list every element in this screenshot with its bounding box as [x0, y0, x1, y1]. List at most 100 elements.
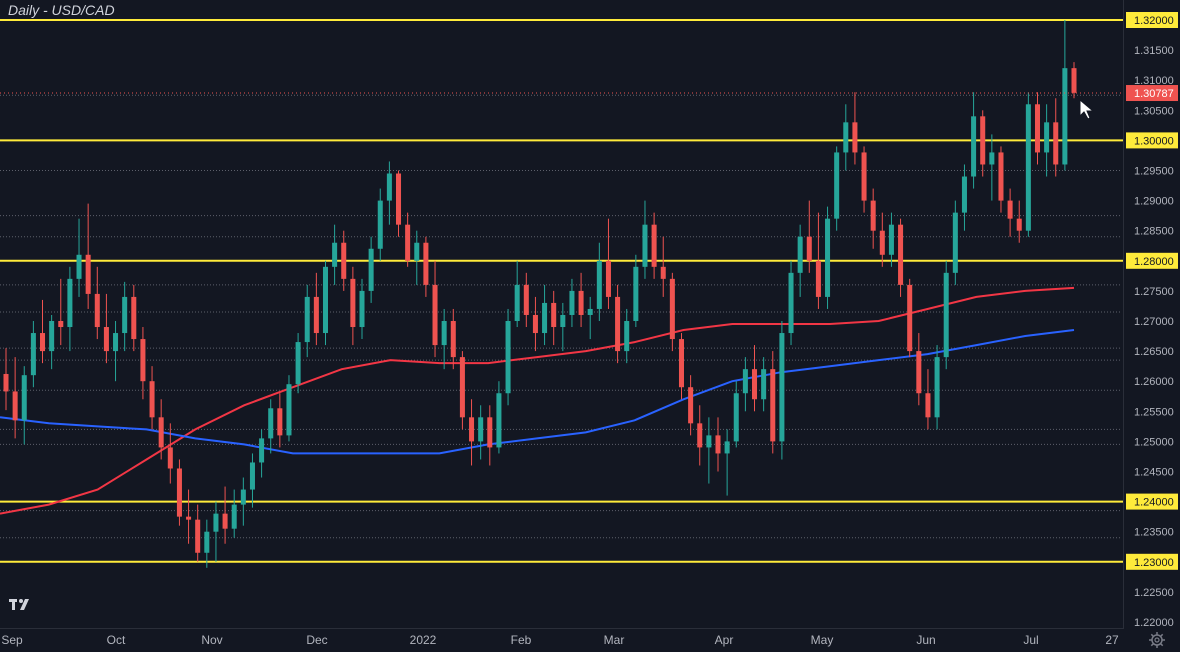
- candle-body[interactable]: [478, 417, 484, 442]
- candle[interactable]: [1025, 92, 1031, 237]
- candle[interactable]: [76, 218, 82, 297]
- candle[interactable]: [158, 399, 164, 460]
- candle-body[interactable]: [843, 122, 849, 153]
- candle-body[interactable]: [752, 369, 758, 400]
- candle[interactable]: [742, 357, 748, 412]
- candle[interactable]: [231, 489, 237, 538]
- candle[interactable]: [450, 308, 456, 370]
- candle[interactable]: [295, 333, 301, 394]
- time-tick-label[interactable]: Oct: [107, 633, 126, 647]
- candle[interactable]: [1062, 20, 1068, 171]
- candle-body[interactable]: [167, 447, 173, 469]
- price-tick-label[interactable]: 1.29500: [1134, 166, 1174, 178]
- candle-body[interactable]: [1016, 218, 1022, 231]
- candle-body[interactable]: [1053, 122, 1059, 165]
- candle-body[interactable]: [103, 327, 109, 352]
- candle-body[interactable]: [213, 513, 219, 532]
- candle[interactable]: [213, 501, 219, 562]
- candle-body[interactable]: [907, 284, 913, 352]
- candle[interactable]: [706, 417, 712, 484]
- candle[interactable]: [3, 348, 9, 411]
- candle[interactable]: [806, 200, 812, 273]
- candle[interactable]: [523, 272, 529, 328]
- candle-body[interactable]: [113, 333, 119, 352]
- time-tick-label[interactable]: Feb: [511, 633, 532, 647]
- candle[interactable]: [1044, 104, 1050, 177]
- candle[interactable]: [1016, 200, 1022, 243]
- price-tick-label[interactable]: 1.25000: [1134, 436, 1174, 448]
- candle-body[interactable]: [605, 260, 611, 297]
- candle[interactable]: [341, 230, 347, 291]
- candle-body[interactable]: [222, 513, 228, 529]
- price-tick-label[interactable]: 1.22000: [1134, 617, 1174, 629]
- tradingview-logo-icon[interactable]: [8, 595, 38, 617]
- candle[interactable]: [952, 200, 958, 285]
- candle[interactable]: [761, 357, 767, 412]
- candle[interactable]: [1007, 188, 1013, 237]
- candle-body[interactable]: [240, 489, 246, 505]
- candle-body[interactable]: [870, 200, 876, 231]
- candle[interactable]: [313, 272, 319, 346]
- candle-body[interactable]: [596, 260, 602, 309]
- candle-body[interactable]: [304, 296, 310, 343]
- candle-body[interactable]: [3, 373, 9, 392]
- candle[interactable]: [980, 110, 986, 177]
- candle-body[interactable]: [441, 321, 447, 346]
- candle-body[interactable]: [615, 296, 621, 352]
- candle[interactable]: [870, 188, 876, 249]
- candle[interactable]: [797, 224, 803, 297]
- candle-body[interactable]: [496, 393, 502, 448]
- candle-body[interactable]: [971, 116, 977, 177]
- candle-body[interactable]: [715, 435, 721, 454]
- candle[interactable]: [414, 230, 420, 285]
- candle-body[interactable]: [122, 296, 128, 334]
- time-tick-label[interactable]: 27: [1105, 633, 1119, 647]
- candle[interactable]: [852, 92, 858, 165]
- candle-body[interactable]: [21, 375, 27, 421]
- price-tick-label[interactable]: 1.26000: [1134, 376, 1174, 388]
- candle-body[interactable]: [12, 391, 18, 421]
- candle-body[interactable]: [396, 173, 402, 225]
- candle[interactable]: [779, 321, 785, 460]
- last-price-label[interactable]: 1.30787: [1134, 88, 1174, 100]
- candle-body[interactable]: [898, 224, 904, 285]
- candle[interactable]: [633, 254, 639, 328]
- candle-body[interactable]: [195, 519, 201, 553]
- candle-body[interactable]: [551, 302, 557, 328]
- candle-body[interactable]: [624, 321, 630, 352]
- candle-body[interactable]: [487, 417, 493, 448]
- candle-body[interactable]: [678, 339, 684, 388]
- candle[interactable]: [350, 266, 356, 346]
- candle[interactable]: [268, 399, 274, 454]
- candle-body[interactable]: [432, 284, 438, 346]
- candle[interactable]: [12, 357, 18, 439]
- candle-body[interactable]: [834, 152, 840, 219]
- candle-body[interactable]: [861, 152, 867, 201]
- candle-body[interactable]: [980, 116, 986, 165]
- candle[interactable]: [542, 284, 548, 346]
- candle[interactable]: [1034, 92, 1040, 165]
- candle-body[interactable]: [761, 369, 767, 400]
- candle-body[interactable]: [934, 357, 940, 418]
- candle[interactable]: [752, 345, 758, 412]
- candle-body[interactable]: [414, 242, 420, 261]
- price-tick-label[interactable]: 1.26500: [1134, 346, 1174, 358]
- price-axis[interactable]: 1.32000 1.31500 1.31000 1.30500 1.30000 1.295…: [1123, 0, 1180, 652]
- candle-body[interactable]: [368, 248, 374, 291]
- candle-body[interactable]: [268, 408, 274, 439]
- candle[interactable]: [971, 92, 977, 189]
- candle[interactable]: [788, 260, 794, 346]
- candle[interactable]: [733, 381, 739, 448]
- candle-body[interactable]: [770, 369, 776, 442]
- candle[interactable]: [222, 486, 228, 544]
- candle-body[interactable]: [405, 224, 411, 261]
- candle-body[interactable]: [1071, 68, 1077, 93]
- candle-body[interactable]: [332, 242, 338, 267]
- candle[interactable]: [834, 146, 840, 231]
- candle-body[interactable]: [359, 290, 365, 328]
- time-axis[interactable]: Sep Oct Nov Dec 2022 Feb Mar Apr May Jun Jul 27: [0, 628, 1124, 648]
- price-tick-label[interactable]: 1.29000: [1134, 196, 1174, 208]
- candle[interactable]: [569, 278, 575, 328]
- candle-body[interactable]: [350, 278, 356, 328]
- candle[interactable]: [332, 224, 338, 285]
